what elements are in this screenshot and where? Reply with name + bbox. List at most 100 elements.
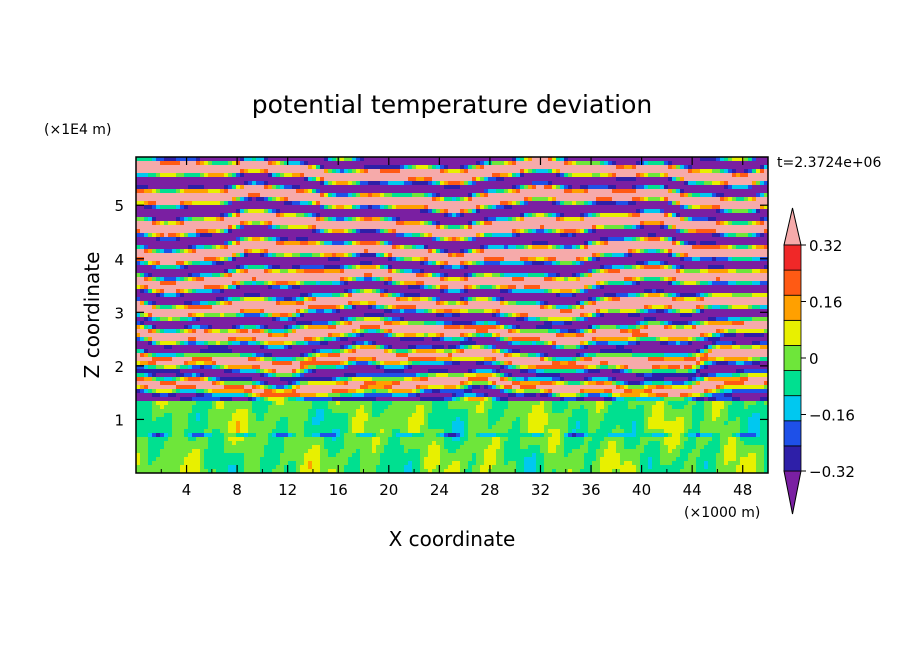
field-cell [672, 201, 676, 205]
field-cell [412, 257, 420, 261]
field-cell [208, 341, 216, 345]
field-cell [436, 309, 444, 313]
field-cell [548, 241, 584, 245]
field-cell [420, 389, 424, 393]
field-cell [468, 209, 472, 213]
colorbar-box [783, 395, 802, 422]
field-cell [212, 393, 244, 397]
field-cell [316, 393, 328, 397]
field-cell [272, 173, 276, 177]
field-cell [284, 437, 324, 441]
field-cell [660, 397, 664, 401]
field-cell [312, 421, 320, 425]
field-cell [440, 249, 444, 253]
field-cell [512, 361, 552, 365]
field-cell [640, 321, 644, 325]
field-cell [668, 281, 672, 285]
field-cell [668, 201, 672, 205]
field-cell [716, 193, 724, 197]
field-cell [540, 317, 548, 321]
field-cell [176, 249, 180, 253]
field-cell [604, 253, 612, 257]
field-cell [436, 165, 440, 169]
field-cell [612, 401, 628, 405]
field-cell [712, 341, 716, 345]
field-cell [664, 197, 668, 201]
field-cell [532, 433, 540, 437]
field-cell [364, 157, 512, 161]
field-cell [136, 437, 148, 441]
field-cell [308, 465, 312, 469]
field-cell [732, 393, 768, 397]
field-cell [596, 329, 620, 333]
field-cell [468, 369, 472, 373]
field-cell [136, 265, 152, 269]
field-cell [488, 297, 492, 301]
field-cell [664, 429, 684, 433]
field-cell [600, 369, 612, 373]
field-cell [572, 261, 576, 265]
field-cell [720, 385, 724, 389]
field-cell [756, 221, 760, 225]
field-cell [268, 345, 284, 349]
field-cell [420, 373, 428, 377]
field-cell [644, 373, 652, 377]
field-cell [596, 405, 604, 409]
field-cell [468, 237, 472, 241]
field-cell [668, 445, 676, 449]
field-cell [476, 177, 480, 181]
field-cell [276, 161, 280, 165]
field-cell [468, 221, 472, 225]
field-cell [492, 361, 496, 365]
field-cell [584, 217, 680, 221]
field-cell [148, 277, 152, 281]
field-cell [480, 433, 496, 437]
field-cell [232, 161, 236, 165]
field-cell [596, 197, 612, 201]
field-cell [512, 389, 516, 393]
field-cell [660, 449, 668, 453]
field-cell [644, 321, 648, 325]
field-cell [420, 233, 424, 237]
field-cell [252, 353, 256, 357]
field-cell [204, 361, 212, 365]
field-cell [528, 273, 544, 277]
field-cell [348, 389, 356, 393]
field-cell [564, 161, 568, 165]
field-cell [460, 465, 468, 469]
field-cell [640, 281, 668, 285]
field-cell [136, 245, 140, 249]
field-cell [664, 325, 668, 329]
field-cell [292, 357, 296, 361]
field-cell [180, 237, 236, 241]
field-cell [452, 397, 456, 401]
field-cell [600, 465, 636, 469]
field-cell [716, 241, 768, 245]
field-cell [600, 265, 604, 269]
field-cell [556, 261, 560, 265]
field-cell [592, 273, 768, 277]
field-cell [388, 289, 440, 293]
field-cell [504, 273, 528, 277]
field-cell [324, 217, 328, 221]
field-cell [392, 269, 396, 273]
field-cell [236, 161, 240, 165]
field-cell [296, 325, 300, 329]
field-cell [564, 433, 568, 437]
field-cell [756, 465, 764, 469]
field-cell [408, 353, 448, 357]
field-cell [312, 445, 320, 449]
field-cell [172, 249, 176, 253]
field-cell [668, 237, 672, 241]
field-cell [640, 325, 644, 329]
field-cell [320, 353, 328, 357]
field-cell [476, 333, 480, 337]
field-cell [372, 449, 376, 453]
field-cell [288, 329, 292, 333]
field-cell [408, 321, 424, 325]
field-cell [528, 425, 544, 429]
field-cell [556, 185, 560, 189]
field-cell [212, 233, 396, 237]
field-cell [572, 429, 576, 433]
field-cell [264, 357, 272, 361]
